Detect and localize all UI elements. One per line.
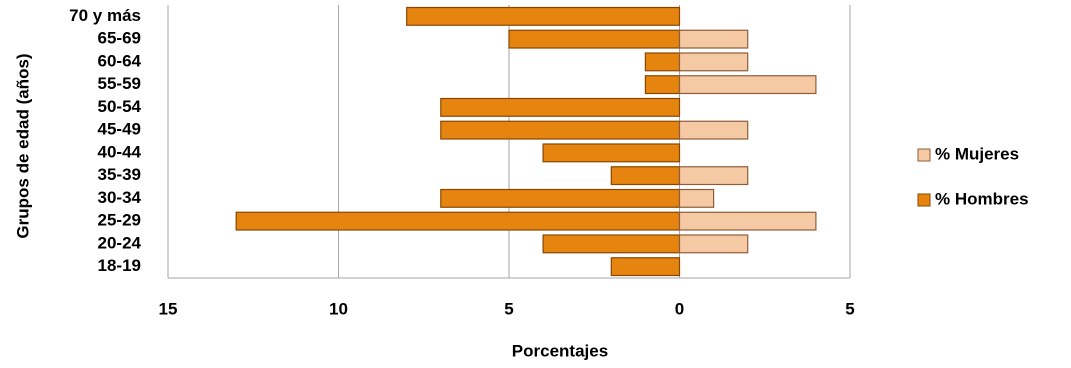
bar <box>542 143 681 163</box>
bar <box>235 211 681 231</box>
legend-swatch <box>917 193 931 207</box>
bar <box>678 234 749 254</box>
bar <box>508 29 681 49</box>
y-tick-label: 35-39 <box>98 165 141 184</box>
legend-label: % Hombres <box>935 189 1029 208</box>
y-axis-title: Grupos de edad (años) <box>13 53 32 238</box>
bar <box>610 166 681 186</box>
bar <box>440 120 681 140</box>
x-tick-label: 5 <box>504 299 513 318</box>
y-tick-label: 60-64 <box>98 51 142 70</box>
y-tick-label: 70 y más <box>69 6 141 25</box>
x-tick-label: 0 <box>675 299 684 318</box>
bar <box>610 257 681 277</box>
bar <box>406 6 681 26</box>
y-tick-label: 20-24 <box>98 233 142 252</box>
y-tick-label: 40-44 <box>98 142 142 161</box>
bar <box>678 120 749 140</box>
bar <box>678 188 715 208</box>
bar <box>542 234 681 254</box>
y-tick-label: 25-29 <box>98 211 141 230</box>
bar <box>678 29 749 49</box>
y-tick-label: 18-19 <box>98 256 141 275</box>
y-tick-label: 30-34 <box>98 188 142 207</box>
x-tick-label: 10 <box>329 299 348 318</box>
bar <box>678 211 817 231</box>
legend-label: % Mujeres <box>935 144 1019 163</box>
y-tick-label: 45-49 <box>98 120 141 139</box>
y-tick-label: 55-59 <box>98 74 141 93</box>
bar <box>644 75 681 95</box>
bar <box>644 52 681 72</box>
bar <box>678 75 817 95</box>
legend-swatch <box>917 148 931 162</box>
y-tick-label: 50-54 <box>98 97 142 116</box>
bar <box>440 97 681 117</box>
bar <box>440 188 681 208</box>
x-axis-title: Porcentajes <box>512 341 608 360</box>
x-tick-label: 5 <box>845 299 854 318</box>
bar <box>678 166 749 186</box>
y-tick-label: 65-69 <box>98 29 141 48</box>
x-tick-label: 15 <box>159 299 178 318</box>
bar <box>678 52 749 72</box>
